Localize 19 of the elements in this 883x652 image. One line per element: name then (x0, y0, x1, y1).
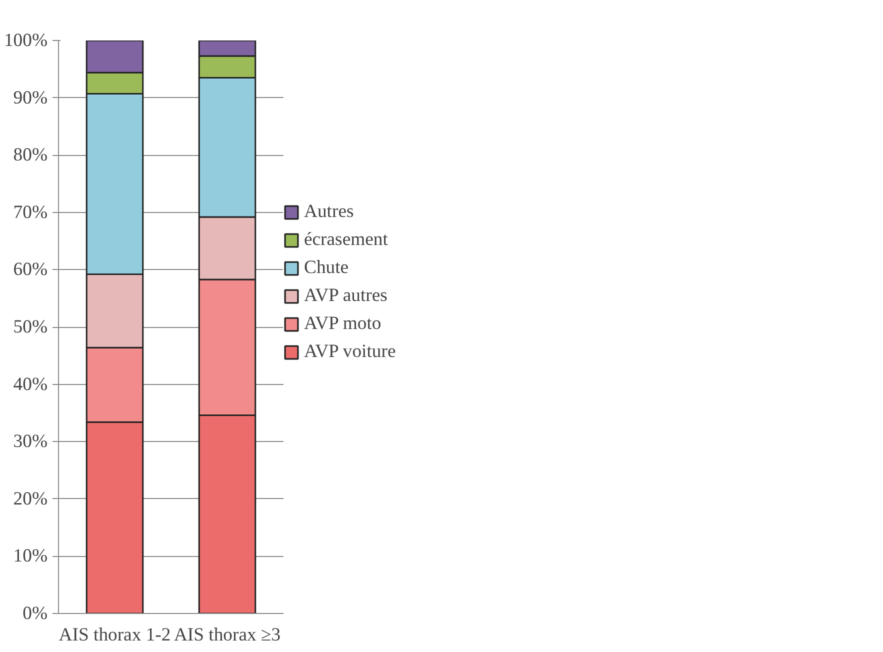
y-tick-label: 50% (13, 316, 48, 338)
y-tick-label: 80% (13, 144, 48, 166)
y-tick-label: 30% (13, 431, 48, 452)
x-tick-label: AIS thorax ≥3 (174, 624, 281, 646)
y-tick-label: 40% (13, 374, 48, 395)
y-tick-label: 70% (13, 202, 48, 223)
y-tick-label: 0% (22, 603, 48, 624)
legend-label: Chute (304, 257, 349, 279)
legend-label: écrasement (304, 229, 388, 251)
legend-label: AVP voiture (304, 341, 396, 363)
y-tick-label: 10% (13, 546, 48, 567)
x-tick-label: AIS thorax 1-2 (58, 624, 171, 646)
legend-label: Autres (304, 201, 354, 223)
legend-label: AVP moto (304, 313, 382, 335)
y-tick-label: 60% (13, 259, 48, 280)
y-tick-label: 100% (4, 30, 48, 51)
y-tick-label: 20% (13, 488, 48, 510)
legend-label: AVP autres (304, 285, 388, 307)
y-tick-label: 90% (13, 87, 48, 108)
